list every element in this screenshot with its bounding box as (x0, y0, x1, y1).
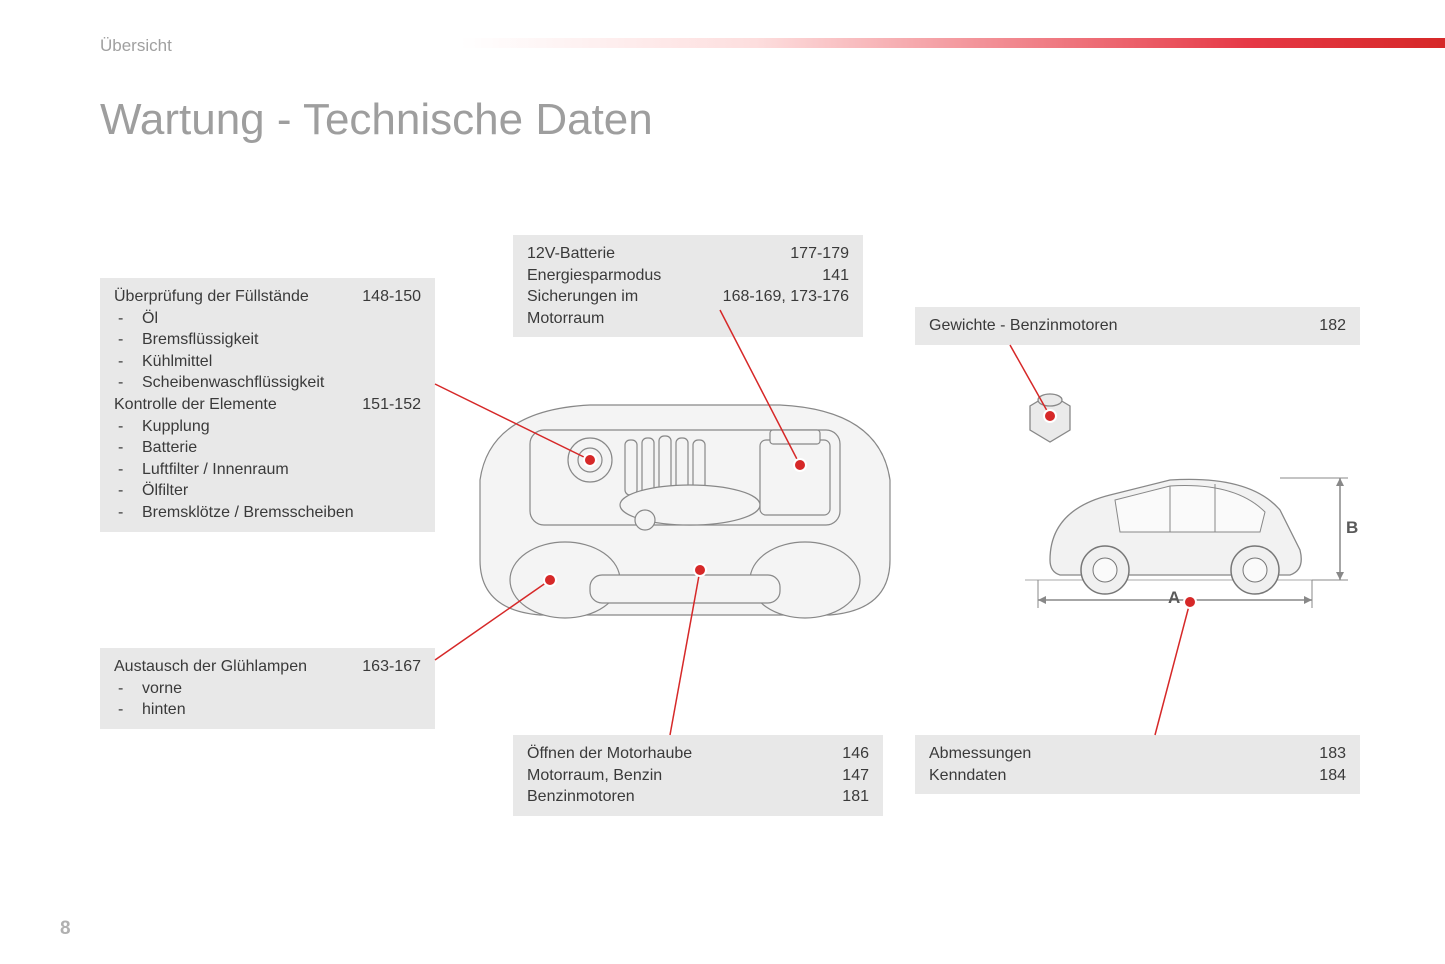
row-pages: 147 (842, 765, 869, 787)
row-pages: 181 (842, 786, 869, 808)
box-weights: Gewichte - Benzinmotoren 182 (915, 307, 1360, 345)
sub-list: Kupplung Batterie Luftfilter / Innenraum… (114, 416, 421, 524)
row-label: Sicherungen im Motorraum (527, 286, 703, 329)
sub-list: vorne hinten (114, 678, 421, 721)
row: Öffnen der Motorhaube 146 (527, 743, 869, 765)
sub-item: Luftfilter / Innenraum (114, 459, 421, 481)
row-pages: 177-179 (790, 243, 849, 265)
sub-item: Bremsklötze / Bremsscheiben (114, 502, 421, 524)
row-label: Energiesparmodus (527, 265, 802, 287)
row-label: Benzinmotoren (527, 786, 822, 808)
car-side-illustration: A B (1020, 440, 1360, 620)
row: Kontrolle der Elemente 151-152 (114, 394, 421, 416)
row-pages: 163-167 (362, 656, 421, 678)
sub-item: hinten (114, 699, 421, 721)
row: Sicherungen im Motorraum 168-169, 173-17… (527, 286, 849, 329)
row-pages: 183 (1319, 743, 1346, 765)
box-dimensions: Abmessungen 183 Kenndaten 184 (915, 735, 1360, 794)
callout-dot (1183, 595, 1197, 609)
row-label: Öffnen der Motorhaube (527, 743, 822, 765)
dim-label-b: B (1346, 518, 1358, 538)
row-pages: 148-150 (362, 286, 421, 308)
callout-dot (693, 563, 707, 577)
header-accent-bar (460, 38, 1445, 48)
row: Austausch der Glühlampen 163-167 (114, 656, 421, 678)
page-number: 8 (60, 918, 71, 940)
sub-item: vorne (114, 678, 421, 700)
row-pages: 182 (1319, 315, 1346, 337)
sub-item: Batterie (114, 437, 421, 459)
callout-dot (583, 453, 597, 467)
page-title: Wartung - Technische Daten (100, 95, 653, 145)
box-bonnet: Öffnen der Motorhaube 146 Motorraum, Ben… (513, 735, 883, 816)
row-label: Motorraum, Benzin (527, 765, 822, 787)
row: Kenndaten 184 (929, 765, 1346, 787)
box-fluids: Überprüfung der Füllstände 148-150 Öl Br… (100, 278, 435, 532)
row: Abmessungen 183 (929, 743, 1346, 765)
box-bulbs: Austausch der Glühlampen 163-167 vorne h… (100, 648, 435, 729)
row: Benzinmotoren 181 (527, 786, 869, 808)
dim-label-a: A (1168, 588, 1180, 608)
callout-dot (793, 458, 807, 472)
sub-item: Kühlmittel (114, 351, 421, 373)
row-pages: 151-152 (362, 394, 421, 416)
row-pages: 146 (842, 743, 869, 765)
row: Energiesparmodus 141 (527, 265, 849, 287)
box-battery: 12V-Batterie 177-179 Energiesparmodus 14… (513, 235, 863, 337)
row-label: Kontrolle der Elemente (114, 394, 342, 416)
row: 12V-Batterie 177-179 (527, 243, 849, 265)
callout-dot (1043, 409, 1057, 423)
row-label: Austausch der Glühlampen (114, 656, 342, 678)
row-pages: 141 (822, 265, 849, 287)
engine-illustration (470, 380, 900, 620)
section-label: Übersicht (100, 36, 172, 56)
row-pages: 168-169, 173-176 (723, 286, 849, 329)
row-label: Abmessungen (929, 743, 1299, 765)
sub-item: Öl (114, 308, 421, 330)
sub-item: Kupplung (114, 416, 421, 438)
sub-item: Bremsflüssigkeit (114, 329, 421, 351)
row-label: Kenndaten (929, 765, 1299, 787)
row-label: Gewichte - Benzinmotoren (929, 315, 1299, 337)
row: Gewichte - Benzinmotoren 182 (929, 315, 1346, 337)
sub-item: Scheibenwaschflüssigkeit (114, 372, 421, 394)
row-label: Überprüfung der Füllstände (114, 286, 342, 308)
sub-item: Ölfilter (114, 480, 421, 502)
row: Überprüfung der Füllstände 148-150 (114, 286, 421, 308)
sub-list: Öl Bremsflüssigkeit Kühlmittel Scheibenw… (114, 308, 421, 394)
row-pages: 184 (1319, 765, 1346, 787)
callout-dot (543, 573, 557, 587)
row-label: 12V-Batterie (527, 243, 770, 265)
row: Motorraum, Benzin 147 (527, 765, 869, 787)
